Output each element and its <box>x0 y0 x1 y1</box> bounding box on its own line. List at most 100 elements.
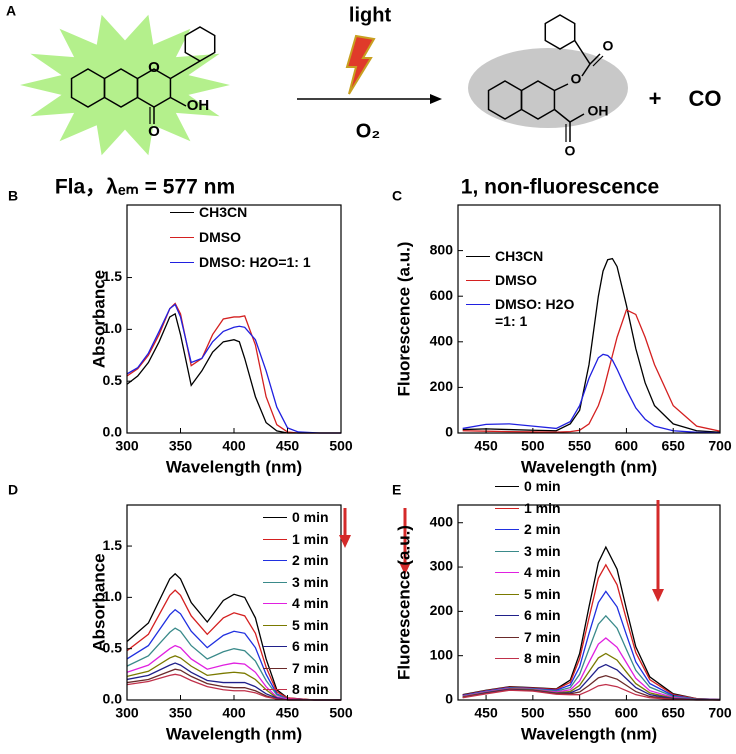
byproduct: CO <box>689 86 722 111</box>
legend-swatch <box>466 280 490 281</box>
trend-arrow-head <box>399 562 411 575</box>
panel-label: C <box>392 188 402 204</box>
legend-label: CH3CN <box>199 204 248 220</box>
atom-label: O <box>571 71 582 87</box>
atom-label: O <box>565 143 576 159</box>
y-axis-title: Absorbance <box>89 270 108 368</box>
x-tick-label: 600 <box>615 705 639 721</box>
legend-swatch <box>495 572 519 573</box>
y-tick-label: 800 <box>430 241 454 257</box>
y-tick-label: 400 <box>430 513 454 529</box>
legend-label: 3 min <box>292 573 329 590</box>
trend-arrow-head <box>652 589 664 602</box>
y-tick-label: 0.5 <box>103 639 123 655</box>
series-line <box>462 308 721 433</box>
legend-swatch <box>495 486 519 487</box>
legend-item: 8 min <box>263 681 329 698</box>
legend-item: 0 min <box>263 509 329 526</box>
legend-item: CH3CN <box>170 204 247 221</box>
series-line <box>126 303 341 434</box>
legend-swatch <box>263 538 287 540</box>
legend-swatch <box>495 658 519 659</box>
series-line <box>462 353 721 434</box>
legend-item: 6 min <box>495 607 561 624</box>
bond <box>574 40 591 65</box>
y-tick-label: 0.0 <box>103 424 123 440</box>
legend-item: 2 min <box>495 521 561 538</box>
reactant-caption: Fla，λₑₘ = 577 nm <box>55 176 235 199</box>
legend-label: 8 min <box>292 681 329 697</box>
x-axis-title: Wavelength (nm) <box>166 457 302 476</box>
legend-label: 4 min <box>292 595 329 611</box>
y-tick-label: 1.0 <box>103 588 123 604</box>
bond <box>170 96 187 107</box>
panel-label: D <box>8 482 18 498</box>
y-tick-label: 200 <box>430 602 454 618</box>
plot-frame <box>457 204 721 434</box>
x-tick-label: 600 <box>615 438 639 454</box>
bond <box>553 108 571 123</box>
series-line <box>462 257 721 433</box>
legend-label: DMSO: H2O=1: 1 <box>199 254 311 270</box>
legend-item: 4 min <box>495 564 561 581</box>
trend-arrow-head <box>339 535 351 548</box>
series-line <box>126 312 341 434</box>
atom-label: OH <box>187 97 210 114</box>
x-tick-label: 700 <box>708 438 732 454</box>
y-tick-label: 400 <box>430 333 454 349</box>
legend-swatch <box>495 529 519 530</box>
atom-label: O <box>148 59 160 76</box>
y-tick-label: 200 <box>430 378 454 394</box>
legend-item: DMSO: H2O=1: 1 <box>170 254 311 271</box>
y-tick-label: 1.5 <box>103 537 123 553</box>
legend-swatch <box>263 624 287 626</box>
legend-label: 7 min <box>524 628 561 645</box>
bond <box>170 60 201 80</box>
legend-swatch <box>263 517 287 518</box>
legend-swatch <box>495 507 519 509</box>
legend-label: 0 min <box>292 509 329 525</box>
x-tick-label: 550 <box>568 438 592 454</box>
x-tick-label: 650 <box>662 705 686 721</box>
legend-label: DMSO: H2O =1: 1 <box>495 296 575 329</box>
legend-item: DMSO <box>466 272 537 289</box>
x-tick-label: 450 <box>276 438 300 454</box>
x-tick-label: 450 <box>276 705 300 721</box>
x-tick-label: 500 <box>329 438 353 454</box>
legend-label: 8 min <box>524 650 561 666</box>
y-tick-label: 1.0 <box>103 320 123 336</box>
x-tick-label: 700 <box>708 705 732 721</box>
y-tick-label: 100 <box>430 646 454 662</box>
y-axis-title: Fluorescence (a.u.) <box>394 242 413 397</box>
x-axis-title: Wavelength (nm) <box>521 457 657 476</box>
legend-swatch <box>170 237 194 238</box>
legend-label: 6 min <box>292 638 329 654</box>
x-tick-label: 650 <box>662 438 686 454</box>
x-tick-label: 350 <box>169 438 193 454</box>
series-line <box>126 644 341 701</box>
legend-item: 6 min <box>263 638 329 655</box>
legend-item: 7 min <box>263 660 329 677</box>
legend-swatch <box>263 646 287 647</box>
panel-label: E <box>392 482 401 498</box>
legend-item: 7 min <box>495 629 561 646</box>
atom-label: O <box>603 38 614 54</box>
series-line <box>462 683 720 701</box>
legend-swatch <box>495 636 519 638</box>
series-line <box>462 663 721 701</box>
legend-label: 0 min <box>524 478 561 494</box>
legend-swatch <box>495 615 519 616</box>
legend-label: DMSO <box>495 272 537 288</box>
ring <box>544 14 576 50</box>
legend-item: 4 min <box>263 595 329 612</box>
bond <box>569 113 585 123</box>
y-tick-label: 0.0 <box>103 691 123 707</box>
legend-label: 5 min <box>524 585 561 602</box>
legend-label: DMSO <box>199 229 241 245</box>
legend-swatch <box>495 593 519 595</box>
legend-swatch <box>466 304 490 305</box>
series-line <box>126 302 341 434</box>
plus-sign: + <box>649 86 662 111</box>
legend-swatch <box>495 550 519 552</box>
